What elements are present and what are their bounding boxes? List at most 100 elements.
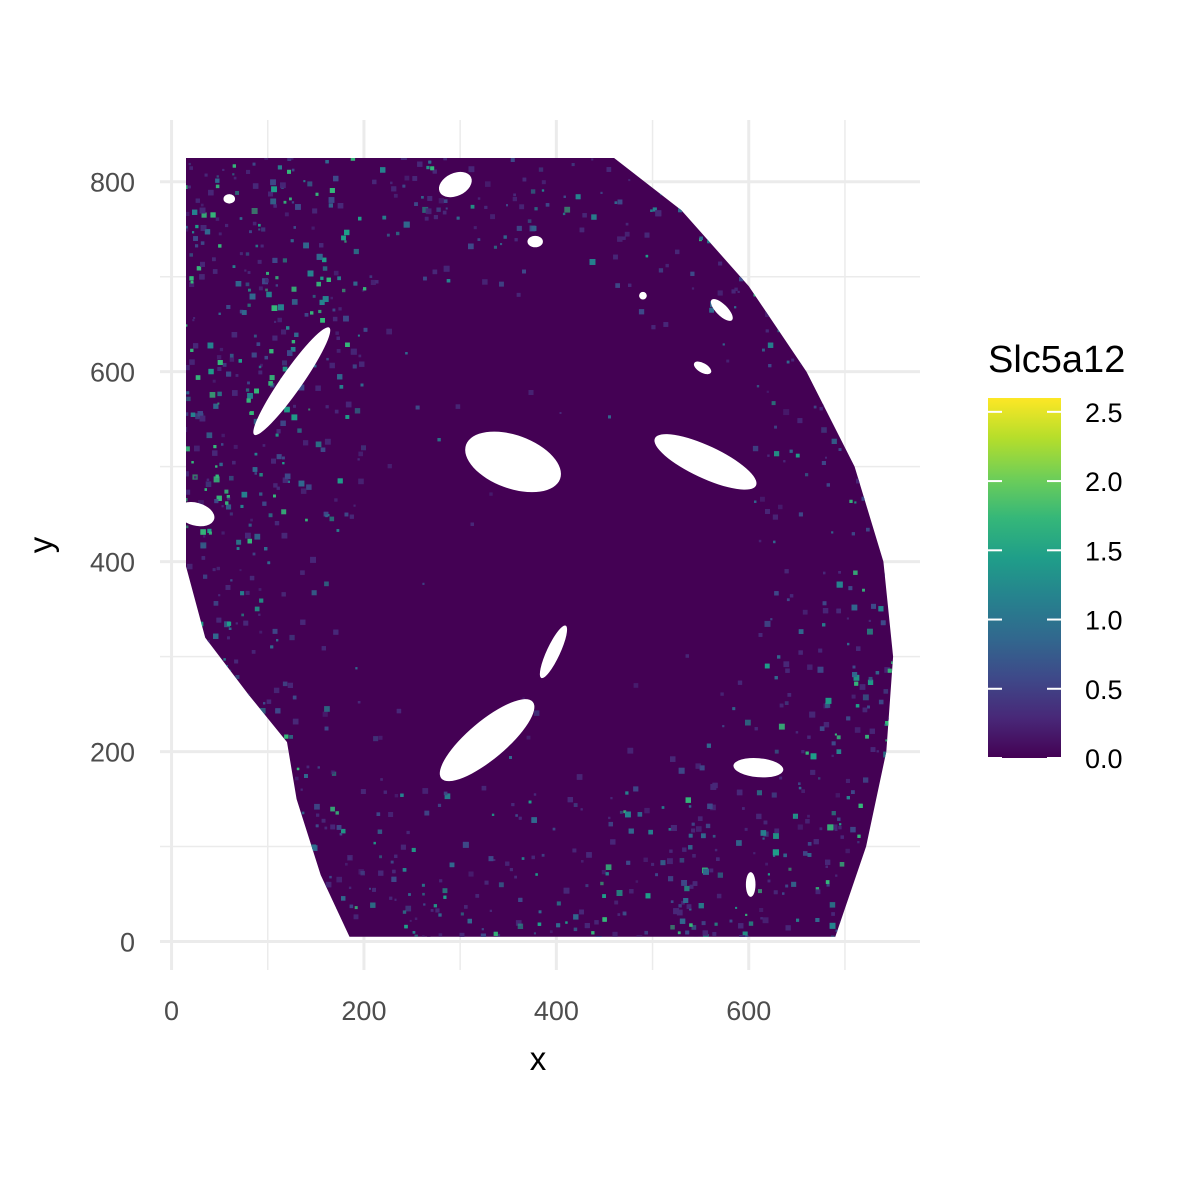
expression-point [821,461,826,465]
expression-point [738,923,744,929]
expression-point [256,342,261,346]
expression-point [173,387,176,390]
expression-point [892,702,894,707]
expression-point [357,334,360,337]
expression-point [699,236,703,240]
expression-point [345,342,350,347]
expression-point [709,307,714,313]
expression-point [206,640,210,644]
expression-point [891,288,894,293]
expression-point [624,231,630,237]
expression-point [830,935,835,937]
expression-point [900,756,903,759]
expression-point [591,214,597,220]
expression-point [877,460,881,464]
expression-point [438,198,444,204]
expression-point [919,162,922,165]
expression-point [186,446,190,452]
expression-point [293,404,296,408]
expression-point [825,386,831,392]
expression-point [912,292,916,296]
expression-point [920,241,923,244]
expression-point [859,684,866,690]
expression-point [199,274,205,280]
expression-point [209,918,215,924]
expression-point [851,173,857,178]
expression-point [173,882,177,886]
expression-point [867,628,873,635]
expression-point [818,777,821,780]
expression-point [326,933,330,937]
expression-point [863,452,870,459]
expression-point [264,547,268,551]
expression-point [831,438,837,444]
expression-point [414,934,418,937]
expression-point [610,797,613,800]
expression-point [614,201,618,204]
expression-point [491,813,495,816]
expression-point [919,857,923,861]
expression-point [216,566,220,571]
expression-point [901,720,907,726]
expression-point [846,315,850,320]
expression-point [881,893,885,898]
expression-point [825,880,830,884]
expression-point [239,569,242,572]
expression-point [427,936,431,937]
expression-point [826,483,830,487]
expression-point [394,898,397,901]
expression-point [165,265,169,269]
expression-point [764,183,769,188]
expression-point [635,880,639,883]
expression-point [248,288,251,292]
expression-point [271,458,276,464]
expression-point [717,872,723,878]
expression-point [788,867,792,871]
expression-point [173,518,179,524]
expression-point [446,279,451,283]
expression-point [216,495,222,501]
expression-point [433,904,437,908]
expression-point [396,708,402,714]
expression-point [197,925,200,928]
expression-point [762,837,765,840]
expression-point [753,197,758,203]
expression-point [193,650,197,653]
expression-point [437,803,442,807]
expression-point [868,303,872,308]
expression-point [822,608,829,614]
expression-point [868,303,872,308]
expression-point [232,390,238,396]
expression-point [263,775,268,780]
expression-point [210,815,216,822]
expression-point [884,917,887,920]
expression-point [908,551,912,555]
expression-point [913,715,917,719]
expression-point [859,263,866,269]
expression-point [293,226,296,229]
expression-point [689,908,692,911]
expression-point [198,821,204,827]
expression-point [181,591,185,595]
expression-point [204,758,210,763]
expression-point [186,664,187,667]
expression-point [777,163,782,168]
expression-point [815,889,821,895]
expression-point [797,418,803,424]
expression-point [891,661,894,664]
expression-point [670,925,675,930]
expression-point [361,445,366,451]
expression-point [252,888,259,895]
expression-point [765,329,769,333]
expression-point [173,518,179,524]
expression-point [742,931,748,937]
expression-point [797,185,802,189]
expression-point [622,236,626,240]
expression-point [213,633,219,639]
expression-point [836,581,843,588]
expression-point [224,889,230,895]
expression-point [270,198,277,205]
expression-point [426,165,430,170]
expression-point [624,161,628,166]
